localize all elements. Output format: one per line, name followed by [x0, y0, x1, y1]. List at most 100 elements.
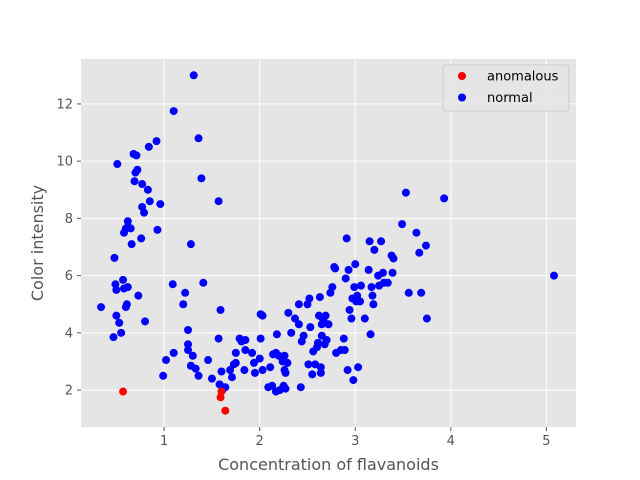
point-normal	[184, 340, 193, 349]
x-tick-label: 1	[160, 434, 168, 449]
point-normal	[370, 245, 379, 254]
point-normal	[281, 384, 290, 393]
point-normal	[378, 268, 387, 277]
y-axis-label: Color intensity	[28, 185, 47, 301]
legend-marker-normal	[458, 93, 466, 102]
point-normal	[283, 358, 292, 367]
point-normal	[216, 305, 225, 314]
point-normal	[199, 278, 208, 287]
x-tick-label: 2	[256, 434, 264, 449]
x-tick-label: 3	[351, 434, 359, 449]
point-normal	[181, 288, 190, 297]
point-normal	[132, 151, 141, 160]
point-normal	[241, 346, 250, 355]
point-normal	[119, 275, 128, 284]
point-normal	[388, 268, 397, 277]
point-normal	[401, 188, 410, 197]
point-normal	[364, 265, 373, 274]
point-normal	[169, 107, 178, 116]
point-normal	[306, 323, 315, 332]
point-normal	[138, 180, 147, 189]
point-normal	[226, 366, 235, 375]
point-normal	[417, 288, 426, 297]
point-normal	[324, 320, 333, 329]
point-normal	[343, 366, 352, 375]
point-normal	[304, 360, 313, 369]
legend-marker-anomalous	[458, 72, 466, 80]
point-normal	[231, 358, 240, 367]
point-normal	[398, 220, 407, 229]
point-normal	[550, 271, 559, 280]
point-normal	[197, 174, 206, 183]
point-normal	[294, 300, 303, 309]
point-normal	[110, 253, 119, 262]
point-normal	[126, 224, 135, 233]
point-normal	[184, 325, 193, 334]
legend-label-anomalous: anomalous	[487, 70, 559, 85]
point-normal	[207, 374, 216, 383]
point-normal	[308, 370, 317, 379]
point-normal	[344, 265, 353, 274]
point-normal	[345, 305, 354, 314]
point-normal	[117, 328, 126, 337]
point-normal	[368, 291, 377, 300]
point-normal	[347, 314, 356, 323]
point-normal	[404, 288, 413, 297]
point-normal	[141, 317, 150, 326]
point-normal	[316, 368, 325, 377]
point-normal	[274, 351, 283, 360]
point-normal	[365, 237, 374, 246]
point-normal	[305, 294, 314, 303]
point-normal	[316, 363, 325, 372]
point-normal	[123, 283, 132, 292]
y-tick-label: 10	[56, 155, 73, 170]
point-normal	[214, 334, 223, 343]
point-normal	[156, 200, 165, 209]
plot-area	[81, 59, 576, 427]
legend-label-normal: normal	[487, 91, 533, 106]
point-normal	[349, 376, 358, 385]
legend-box	[442, 64, 570, 112]
point-normal	[134, 291, 143, 300]
point-normal	[162, 356, 171, 365]
point-normal	[179, 300, 188, 309]
point-normal	[367, 283, 376, 292]
point-normal	[256, 334, 265, 343]
point-normal	[299, 331, 308, 340]
point-anomalous	[119, 387, 128, 396]
point-normal	[356, 297, 365, 306]
point-normal	[144, 142, 153, 151]
point-normal	[383, 278, 392, 287]
point-normal	[214, 197, 223, 206]
point-normal	[328, 283, 337, 292]
point-normal	[258, 366, 267, 375]
point-normal	[113, 160, 122, 169]
point-normal	[241, 336, 250, 345]
point-anomalous	[221, 406, 230, 415]
point-normal	[112, 285, 121, 294]
y-tick-label: 4	[65, 326, 73, 341]
point-normal	[280, 351, 289, 360]
point-normal	[377, 237, 386, 246]
point-normal	[122, 300, 131, 309]
point-normal	[248, 348, 257, 357]
point-normal	[159, 371, 168, 380]
point-normal	[152, 137, 161, 146]
point-normal	[184, 346, 193, 355]
point-normal	[389, 254, 398, 263]
point-normal	[191, 364, 200, 373]
point-normal	[188, 351, 197, 360]
point-normal	[204, 356, 213, 365]
point-normal	[296, 383, 305, 392]
point-normal	[287, 328, 296, 337]
point-normal	[194, 134, 203, 143]
point-normal	[123, 217, 132, 226]
point-normal	[109, 333, 118, 342]
point-normal	[231, 348, 240, 357]
point-normal	[194, 371, 203, 380]
point-normal	[339, 334, 348, 343]
point-normal	[169, 348, 178, 357]
point-normal	[217, 367, 226, 376]
y-tick-label: 2	[65, 384, 73, 399]
